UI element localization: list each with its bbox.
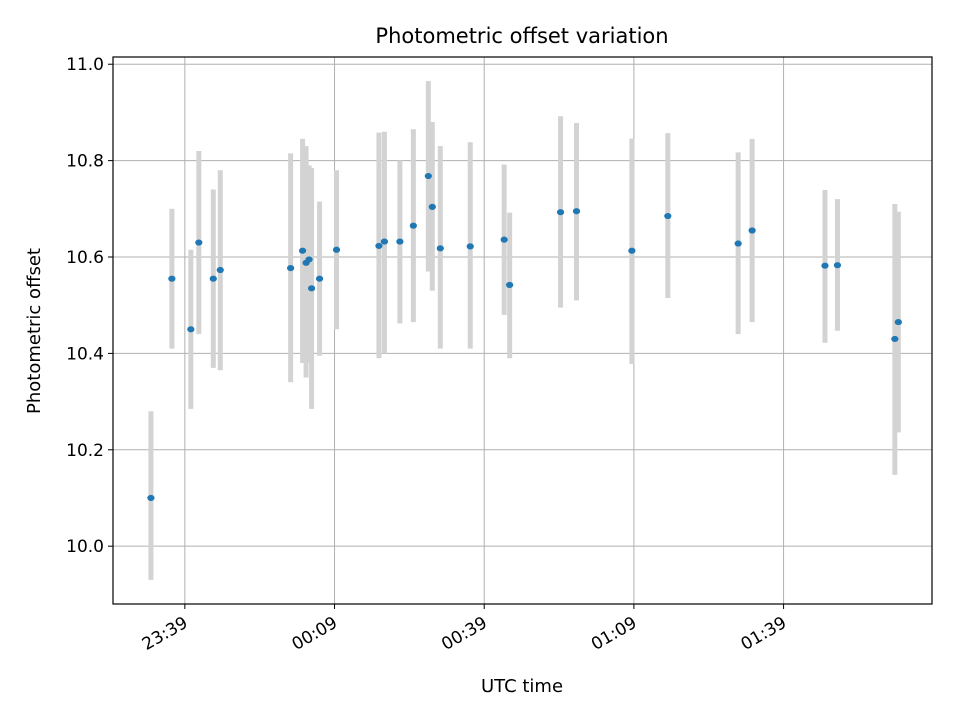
- data-point: [748, 227, 756, 234]
- data-point: [396, 238, 404, 245]
- data-point: [147, 494, 155, 502]
- data-point: [216, 266, 224, 274]
- data-point: [298, 247, 307, 254]
- data-point: [891, 335, 899, 343]
- data-point: [428, 203, 436, 210]
- data-point: [506, 281, 514, 289]
- data-point: [424, 172, 432, 180]
- y-tick-label: 10.0: [66, 537, 104, 557]
- data-point: [466, 243, 474, 250]
- data-point: [572, 208, 581, 215]
- data-point: [436, 245, 444, 252]
- data-point: [305, 256, 313, 263]
- data-point: [307, 285, 316, 292]
- data-point: [195, 239, 203, 246]
- y-tick-label: 10.2: [66, 441, 104, 461]
- data-point: [556, 209, 565, 216]
- y-tick-label: 10.6: [66, 248, 104, 268]
- y-axis-label: Photometric offset: [24, 248, 45, 414]
- data-point: [332, 246, 341, 253]
- data-point: [409, 222, 417, 229]
- chart-title: Photometric offset variation: [375, 24, 668, 48]
- data-point: [315, 275, 324, 282]
- data-point: [187, 326, 195, 333]
- grid: [113, 57, 932, 604]
- data-point: [821, 262, 829, 269]
- data-point: [287, 264, 295, 272]
- data-point: [375, 242, 383, 250]
- y-tick-label: 10.4: [66, 344, 104, 364]
- data-point: [833, 262, 842, 269]
- data-points: [147, 172, 902, 502]
- data-point: [380, 238, 389, 245]
- data-point: [168, 275, 176, 282]
- x-axis-label: UTC time: [481, 676, 563, 697]
- y-axis-ticks: 10.0 10.2 10.4 10.6 10.8 11.0: [66, 55, 113, 557]
- data-point: [734, 240, 742, 247]
- plot-frame: [112, 56, 933, 605]
- data-point: [894, 318, 902, 326]
- y-tick-label: 10.8: [66, 152, 104, 172]
- data-point: [664, 212, 672, 220]
- data-point: [500, 236, 508, 243]
- y-tick-label: 11.0: [66, 55, 104, 75]
- data-point: [628, 247, 636, 254]
- data-point: [209, 275, 217, 282]
